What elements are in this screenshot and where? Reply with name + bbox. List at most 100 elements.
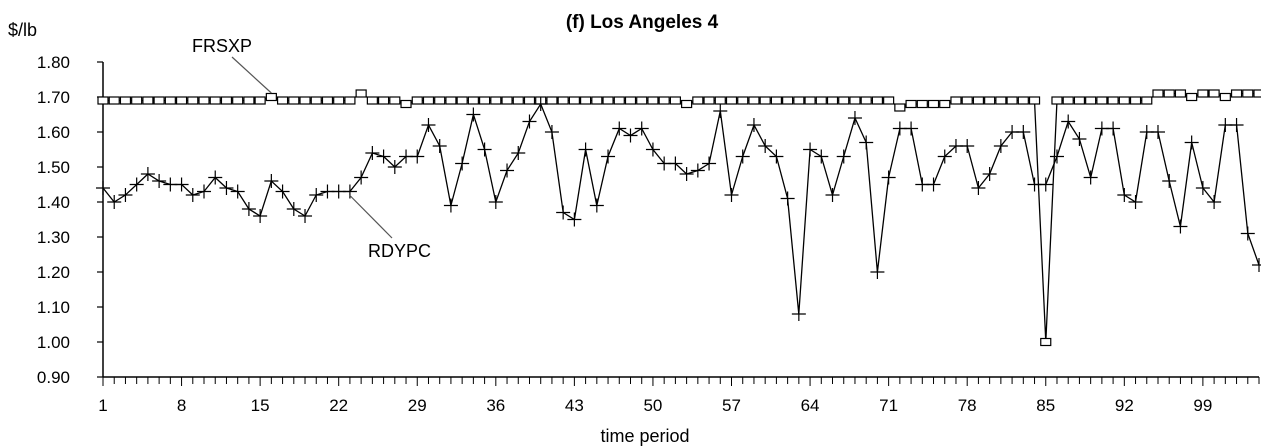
y-tick-label: 1.40 (37, 193, 70, 212)
data-point-rdypc (522, 114, 537, 129)
data-point-rdypc (690, 163, 705, 178)
data-point-rdypc (140, 167, 155, 181)
series-frsxp (97, 89, 1261, 347)
x-tick-label: 50 (643, 396, 662, 415)
data-point-rdypc (152, 174, 167, 188)
x-tick-label: 15 (251, 396, 270, 415)
data-point-rdypc (421, 118, 436, 132)
data-point-frsxp (1141, 96, 1153, 105)
data-point-rdypc (174, 177, 189, 192)
data-point-rdypc (500, 163, 515, 178)
y-tick-label: 1.50 (37, 158, 70, 177)
data-point-rdypc (982, 167, 997, 181)
data-point-rdypc (1240, 226, 1255, 241)
data-point-frsxp (972, 96, 985, 105)
data-point-frsxp (591, 96, 603, 105)
annotation-leader (349, 195, 393, 239)
x-axis-label: time period (600, 426, 689, 446)
data-point-rdypc (129, 177, 144, 192)
data-point-frsxp (153, 96, 165, 105)
data-point-frsxp (1230, 89, 1243, 98)
data-point-frsxp (894, 103, 906, 112)
y-tick-label: 0.90 (37, 368, 70, 387)
data-point-rdypc (556, 205, 571, 220)
data-point-frsxp (950, 96, 962, 105)
data-point-rdypc (455, 156, 470, 171)
data-point-rdypc (780, 191, 795, 206)
data-point-frsxp (1174, 89, 1187, 98)
data-point-rdypc (1072, 132, 1087, 146)
annotations: FRSXP RDYPC (192, 36, 431, 261)
data-point-frsxp (871, 96, 884, 105)
data-point-frsxp (119, 96, 132, 105)
x-tick-label: 92 (1115, 396, 1134, 415)
data-point-frsxp (400, 99, 412, 109)
data-point-rdypc (365, 146, 380, 160)
data-point-rdypc (713, 104, 728, 118)
data-point-frsxp (1208, 89, 1220, 98)
data-point-frsxp (1096, 96, 1108, 105)
data-point-rdypc (219, 181, 234, 195)
data-point-rdypc (724, 188, 739, 202)
data-point-frsxp (175, 96, 188, 105)
data-point-rdypc (1162, 174, 1177, 188)
x-tick-label: 78 (958, 396, 977, 415)
data-point-frsxp (243, 96, 255, 105)
data-point-rdypc (342, 184, 357, 199)
x-tick-label: 57 (722, 396, 741, 415)
plot-area (96, 89, 1261, 347)
data-point-frsxp (389, 96, 401, 105)
data-point-frsxp (1129, 96, 1142, 105)
data-point-frsxp (131, 96, 143, 105)
data-point-frsxp (703, 96, 715, 105)
series-rdypc (96, 97, 1261, 321)
data-point-frsxp (209, 96, 221, 105)
data-point-rdypc (264, 174, 279, 188)
data-point-rdypc (1195, 181, 1210, 195)
data-point-frsxp (1152, 89, 1164, 98)
data-point-rdypc (1106, 121, 1121, 136)
data-point-rdypc (578, 142, 593, 157)
data-point-rdypc (1117, 188, 1132, 202)
data-point-rdypc (601, 149, 616, 164)
data-point-frsxp (265, 92, 277, 102)
data-point-frsxp (512, 96, 524, 105)
x-tick-label: 71 (879, 396, 898, 415)
data-point-frsxp (1219, 92, 1231, 102)
data-point-rdypc (1038, 177, 1053, 192)
axes (102, 62, 1259, 378)
data-point-frsxp (1118, 96, 1130, 105)
data-point-frsxp (804, 96, 816, 105)
data-point-frsxp (961, 96, 973, 105)
data-point-rdypc (107, 195, 122, 209)
data-point-rdypc (971, 181, 986, 195)
data-point-rdypc (668, 156, 683, 171)
data-point-frsxp (916, 99, 928, 109)
data-point-rdypc (286, 202, 301, 216)
data-point-rdypc (488, 195, 503, 209)
data-point-frsxp (490, 96, 502, 105)
data-point-frsxp (1242, 89, 1254, 98)
data-point-frsxp (905, 99, 917, 109)
data-point-frsxp (995, 96, 1007, 105)
data-point-rdypc (96, 181, 110, 195)
data-point-frsxp (198, 96, 210, 105)
data-point-rdypc (589, 198, 604, 213)
data-point-rdypc (1061, 114, 1076, 129)
data-point-frsxp (1040, 337, 1052, 347)
data-point-rdypc (1049, 149, 1064, 164)
y-tick-label: 1.80 (37, 53, 70, 72)
x-tick-label: 85 (1036, 396, 1055, 415)
data-point-frsxp (232, 96, 244, 105)
data-point-rdypc (937, 149, 952, 164)
data-point-frsxp (568, 96, 580, 105)
series-line-frsxp (103, 92, 1259, 343)
data-point-frsxp (849, 96, 861, 105)
data-point-rdypc (1252, 258, 1261, 272)
x-tick-label: 22 (329, 396, 348, 415)
data-point-frsxp (1186, 92, 1198, 102)
data-point-frsxp (793, 96, 805, 105)
data-point-rdypc (477, 142, 492, 157)
data-point-frsxp (782, 96, 794, 105)
data-point-frsxp (1197, 89, 1209, 98)
